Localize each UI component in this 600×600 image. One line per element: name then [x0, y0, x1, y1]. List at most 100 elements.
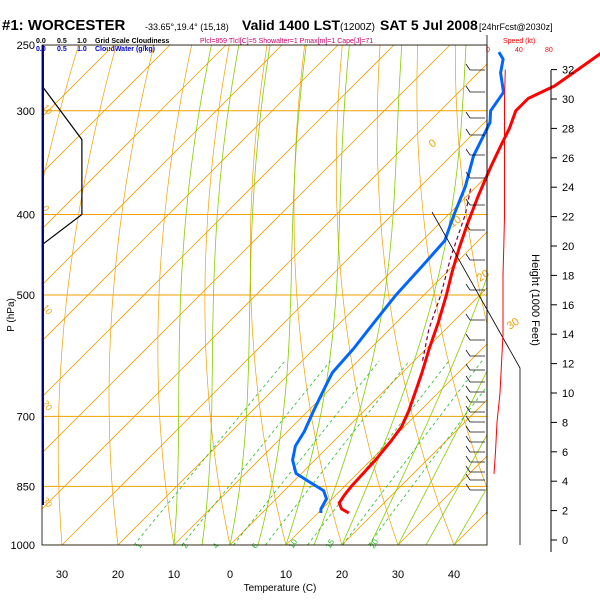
cloud-water-label: CloudWater (g/kg) — [95, 46, 155, 53]
temperature-tick: 20 — [336, 569, 348, 581]
isotherm--20 — [117, 175, 487, 545]
dry-adiabat--30 — [57, 45, 117, 545]
wind-barb-feather — [465, 111, 471, 119]
wind-barb-feather — [465, 198, 471, 206]
wind-barb-feather — [465, 375, 471, 383]
moist-adiabat-5 — [257, 45, 307, 545]
isotherm--60 — [42, 45, 395, 398]
cloud-tick-1: 0.5 — [57, 38, 67, 45]
wind-barb-feather — [465, 465, 471, 473]
cloud-tick-0: 0.0 — [36, 38, 46, 45]
mixing-ratio-label: 20 — [368, 537, 381, 550]
utc-time: (1200Z) — [340, 22, 375, 33]
height-tick-28: 28 — [562, 123, 574, 135]
forecast-info: [24hrFcst@2030z] — [479, 22, 553, 32]
wind-barb-feather — [465, 483, 471, 491]
dry-adiabat-0 — [204, 45, 231, 545]
height-tick-6: 6 — [562, 447, 568, 459]
mixing-ratio-10 — [307, 360, 450, 545]
sounding-lines — [41, 45, 600, 515]
cloud-scale-legend: 0.0 0.5 1.0 Grid Scale Cloudiness — [36, 38, 169, 45]
height-tick-22: 22 — [562, 212, 574, 224]
height-tick-0: 0 — [562, 535, 568, 547]
wind-barb-feather — [465, 333, 471, 341]
isotherm--80 — [42, 45, 283, 286]
wind-barb-feather — [465, 445, 471, 453]
mixing-ratio-15 — [342, 360, 483, 545]
station-coords: -33.65°,19.4° (15,18) — [145, 22, 229, 32]
wind-barb-feather — [465, 473, 471, 481]
cloudiness-profile — [41, 85, 83, 246]
dry-adiabat-70 — [493, 30, 600, 562]
mixing-ratio-2 — [181, 360, 331, 545]
isotherm--30 — [61, 119, 487, 545]
height-tick-4: 4 — [562, 476, 568, 488]
wind-barb-feather — [465, 455, 471, 463]
station-title: #1: WORCESTER — [2, 17, 126, 34]
isotherm-label: 20 — [475, 268, 492, 285]
dry-adiabat-30 — [335, 45, 399, 545]
dry-adiabat--20 — [108, 45, 155, 545]
height-tick-30: 30 — [562, 94, 574, 106]
speed-tick-80: 80 — [545, 47, 553, 54]
moist-adiabat-15 — [313, 45, 403, 545]
pressure-tick-300: 300 — [17, 106, 35, 118]
temperature-tick: 20 — [112, 569, 124, 581]
wind-barb-feather — [465, 171, 471, 179]
dry-adiabat-20 — [293, 45, 343, 545]
height-tick-18: 18 — [562, 270, 574, 282]
isotherm-label: 0 — [427, 137, 439, 150]
temperature-tick: 30 — [56, 569, 68, 581]
adiabat-label: 0 — [40, 203, 51, 213]
wind-barb-feather — [465, 415, 471, 423]
moist-adiabat-10 — [285, 45, 350, 545]
isotherm--70 — [42, 45, 339, 342]
moist-adiabat-35 — [425, 433, 487, 545]
mixing-ratio-1 — [133, 360, 286, 545]
isotherm--50 — [42, 45, 451, 454]
wind-barb-feather — [465, 385, 471, 393]
moist-adiabat-0 — [229, 45, 271, 545]
water-tick-1: 0.5 — [57, 46, 67, 53]
height-tick-10: 10 — [562, 388, 574, 400]
height-tick-12: 12 — [562, 359, 574, 371]
pressure-tick-250: 250 — [17, 40, 35, 52]
water-tick-0: 0.0 — [36, 46, 46, 53]
temperature-tick: 40 — [448, 569, 460, 581]
isotherm-label: 30 — [505, 316, 522, 333]
mixing-ratio-label: 15 — [324, 537, 337, 550]
wind-barb-feather — [465, 283, 471, 291]
height-tick-26: 26 — [562, 153, 574, 165]
isotherm-50 — [510, 45, 600, 545]
moist-adiabat-30 — [397, 370, 487, 545]
isotherm--100 — [42, 45, 171, 174]
temperature-line — [337, 52, 600, 515]
isotherm--10 — [173, 231, 487, 545]
wind-barb-feather — [465, 223, 471, 231]
wind-barb-feather — [465, 313, 471, 321]
wind-barb-feather — [465, 85, 471, 93]
height-tick-16: 16 — [562, 300, 574, 312]
wind-panel-boundary — [431, 211, 521, 545]
wind-barb-feather — [465, 425, 471, 433]
moist-adiabat-20 — [341, 45, 467, 545]
mixing-ratio-label: 4 — [211, 541, 221, 550]
dry-adiabat-10 — [249, 45, 287, 545]
moist-adiabat--10 — [173, 45, 212, 545]
dry-adiabat-50 — [416, 45, 487, 489]
pressure-tick-1000: 1000 — [11, 540, 35, 552]
cloud-water-legend: 0.0 0.5 1.0 CloudWater (g/kg) — [36, 46, 155, 53]
speed-label: Speed (kt) — [503, 38, 535, 45]
speed-tick-0: 0 — [486, 47, 490, 54]
grid-clipped — [42, 30, 600, 562]
water-tick-2: 1.0 — [77, 46, 87, 53]
pressure-tick-700: 700 — [17, 411, 35, 423]
wind-barb-feather — [465, 148, 471, 156]
speed-tick-40: 40 — [515, 47, 523, 54]
wind-barb-feather — [465, 363, 471, 371]
pressure-tick-850: 850 — [17, 481, 35, 493]
temperature-tick: 10 — [168, 569, 180, 581]
